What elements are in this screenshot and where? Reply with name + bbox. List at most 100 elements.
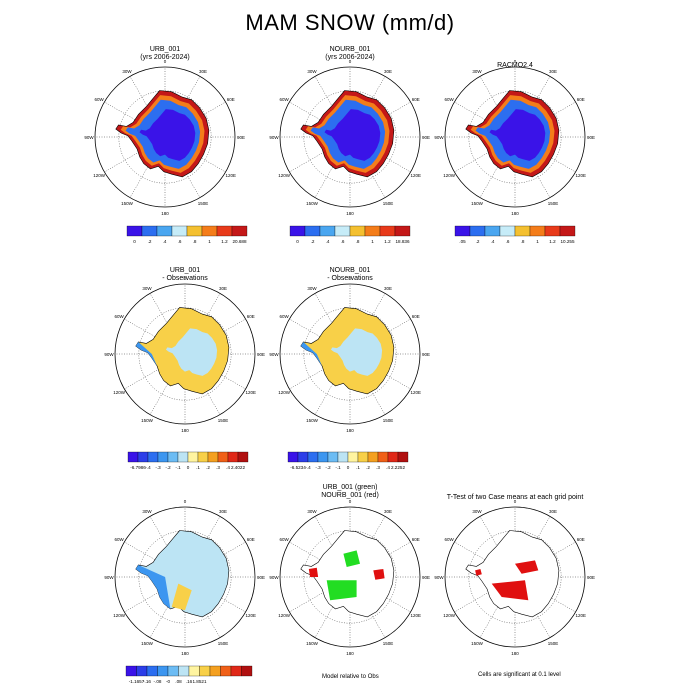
lon-tick-label: 90W (434, 575, 444, 580)
diff-positive-zone (171, 583, 192, 611)
lon-tick-label: 120W (113, 390, 126, 395)
latitude-circle (118, 90, 212, 184)
continent-outline (300, 530, 395, 618)
lon-tick-label: 60W (115, 537, 125, 542)
colorbar-swatch (397, 451, 409, 463)
map-panel-7: 0 30E 60E 90E 120E 150E 180 150W 120W 90W 60W 30W (269, 499, 430, 656)
lon-tick-label: 120W (113, 613, 126, 618)
lon-tick-label: 120E (411, 613, 422, 618)
colorbar-tick-label: .6 (178, 239, 182, 244)
colorbar-swatch (319, 225, 336, 237)
colorbar-swatch (327, 451, 339, 463)
diff-neutral-zone (165, 328, 218, 376)
lon-tick-label: 90E (422, 575, 430, 580)
lon-tick-label: 90E (587, 135, 595, 140)
lon-tick-label: 150W (471, 641, 484, 646)
colorbar-swatch (199, 665, 211, 677)
colorbar-swatch (529, 225, 546, 237)
map-panel-3: 0 30E 60E 90E 120E 150E 180 150W 120W 90W 60W 30W (434, 59, 595, 216)
colorbar-swatch (484, 225, 501, 237)
panel-1-subtitle: (yrs 2006-2024) (140, 53, 190, 61)
colorbar-swatch (127, 451, 139, 463)
lon-tick-label: 120E (411, 390, 422, 395)
meridian-line (129, 136, 166, 198)
lon-tick-label: 30E (384, 509, 392, 514)
latitude-circle (468, 530, 562, 624)
colorbar-tick-label: 1 (208, 239, 211, 244)
colorbar-tick-label: .4 (226, 465, 230, 470)
colorbar-swatch (514, 225, 531, 237)
lon-tick-label: 150W (121, 201, 134, 206)
significance-region (491, 580, 529, 601)
colorbar-tick-label: .6 (341, 239, 345, 244)
panel-5-name: NOURB_001 (329, 267, 371, 274)
lon-tick-label: 180 (181, 428, 189, 433)
lon-tick-label: 30W (472, 69, 482, 74)
colorbar-tick-label: 1.2 (384, 239, 391, 244)
lon-tick-label: 60W (280, 537, 290, 542)
colorbar-swatch (237, 451, 249, 463)
lon-tick-label: 120W (443, 613, 456, 618)
continent-outline (465, 530, 560, 618)
panel-7-subtitle: NOURB_001 (red) (321, 491, 379, 499)
colorbar-tick-label: 0 (133, 239, 136, 244)
panel-3-name: RACMO2.4 (497, 62, 533, 69)
lon-tick-label: 90W (104, 575, 114, 580)
significance-note: Cells are significant at 0.1 level (478, 672, 561, 678)
colorbar-swatch (187, 451, 199, 463)
lon-tick-label: 120E (246, 613, 257, 618)
colorbar-swatch (231, 225, 248, 237)
lon-tick-label: 0 (349, 499, 352, 504)
colorbar-tick-label: -0 (166, 679, 171, 684)
map-panel-6: 0 30E 60E 90E 120E 150E 180 150W 120W 90W 60W 30W (104, 499, 265, 656)
lon-tick-label: 0 (184, 276, 187, 281)
panel-1-name: URB_001 (149, 46, 181, 53)
colorbar-tick-label: .1 (356, 465, 360, 470)
panel-1-title: URB_001 (yrs 2006-2024) (100, 46, 230, 61)
lon-tick-label: 0 (164, 59, 167, 64)
colorbar-swatch (379, 225, 396, 237)
lon-tick-label: 30W (122, 69, 132, 74)
lon-tick-label: 150W (141, 418, 154, 423)
lon-tick-label: 90W (269, 575, 279, 580)
colorbar-tick-label: 1 (371, 239, 374, 244)
map-panel-4: 0 30E 60E 90E 120E 150E 180 150W 120W 90W 60W 30W (104, 276, 265, 433)
lon-tick-label: 90W (84, 135, 94, 140)
lon-tick-label: 30W (142, 509, 152, 514)
colorbar-tick-label: -.3 (315, 465, 321, 470)
significance-region (308, 567, 319, 577)
meridian-line (104, 136, 166, 173)
diff-neutral-zone (330, 328, 383, 376)
colorbar-1: 0 .2 .4 .6 .8 1 1.2 20.688 (126, 225, 248, 244)
lon-tick-label: 120W (93, 173, 106, 178)
colorbar-swatch (171, 225, 188, 237)
lon-tick-label: 60E (577, 97, 585, 102)
interior-band (324, 109, 381, 161)
colorbar-tick-label: .2 (476, 239, 480, 244)
map-panel-8: 0 30E 60E 90E 120E 150E 180 150W 120W 90W 60W 30W (434, 499, 595, 656)
lon-tick-label: 120E (246, 390, 257, 395)
colorbar-swatch (201, 225, 218, 237)
lon-tick-label: 60E (577, 537, 585, 542)
meridian-line (149, 576, 186, 638)
colorbar-swatch (216, 225, 233, 237)
colorbar-tick-label: 1.2 (549, 239, 556, 244)
colorbar-swatch (241, 665, 253, 677)
meridian-line (454, 576, 516, 613)
lon-tick-label: 120W (278, 173, 291, 178)
lon-tick-label: 30W (307, 509, 317, 514)
lon-tick-label: 30E (199, 69, 207, 74)
colorbar-swatch (367, 451, 379, 463)
colorbar-swatch (230, 665, 242, 677)
colorbar-6: -1.1657-.16 -.08 -0 .08 .16 1.8521 (125, 665, 253, 684)
diff-negative-zone (300, 342, 323, 366)
colorbar-swatch (364, 225, 381, 237)
panel-7-title: URB_001 (green) NOURB_001 (red) (285, 484, 415, 499)
colorbar-swatch (207, 451, 219, 463)
lon-tick-label: 180 (511, 211, 519, 216)
lon-tick-label: 120E (576, 173, 587, 178)
colorbar-swatch (167, 665, 179, 677)
meridian-line (479, 136, 516, 198)
lon-tick-label: 150E (383, 201, 394, 206)
diff-field (135, 530, 230, 618)
